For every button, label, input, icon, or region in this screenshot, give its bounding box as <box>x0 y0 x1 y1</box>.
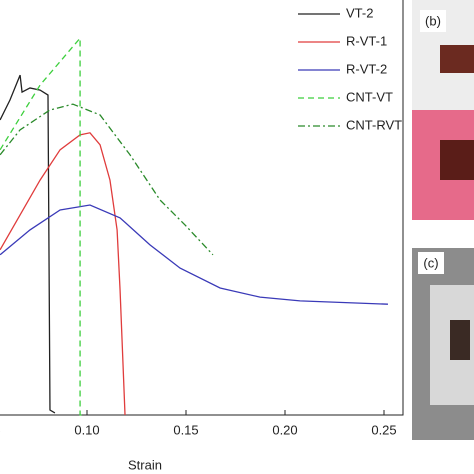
series-line <box>0 103 214 256</box>
panel-label: (b) <box>425 13 441 28</box>
legend-label: VT-2 <box>346 5 373 20</box>
plot-frame <box>0 0 404 416</box>
photo-c: (c) <box>412 248 474 440</box>
photo-b: (b) <box>412 0 474 220</box>
x-tick-label: 0.20 <box>272 422 297 437</box>
x-tick-label: 0.15 <box>173 422 198 437</box>
panel-label: (c) <box>423 255 438 270</box>
x-tick-label: 0.05 <box>0 422 1 437</box>
series-line <box>0 36 86 416</box>
series-line <box>0 132 126 416</box>
series-line <box>0 204 388 305</box>
series-line <box>0 74 56 414</box>
legend-label: R-VT-2 <box>346 61 387 76</box>
legend-label: CNT-RVT <box>346 117 402 132</box>
x-tick-label: 0.25 <box>371 422 396 437</box>
x-axis-label: Strain <box>128 457 162 472</box>
legend-label: CNT-VT <box>346 89 393 104</box>
legend-label: R-VT-1 <box>346 33 387 48</box>
x-tick-label: 0.10 <box>74 422 99 437</box>
